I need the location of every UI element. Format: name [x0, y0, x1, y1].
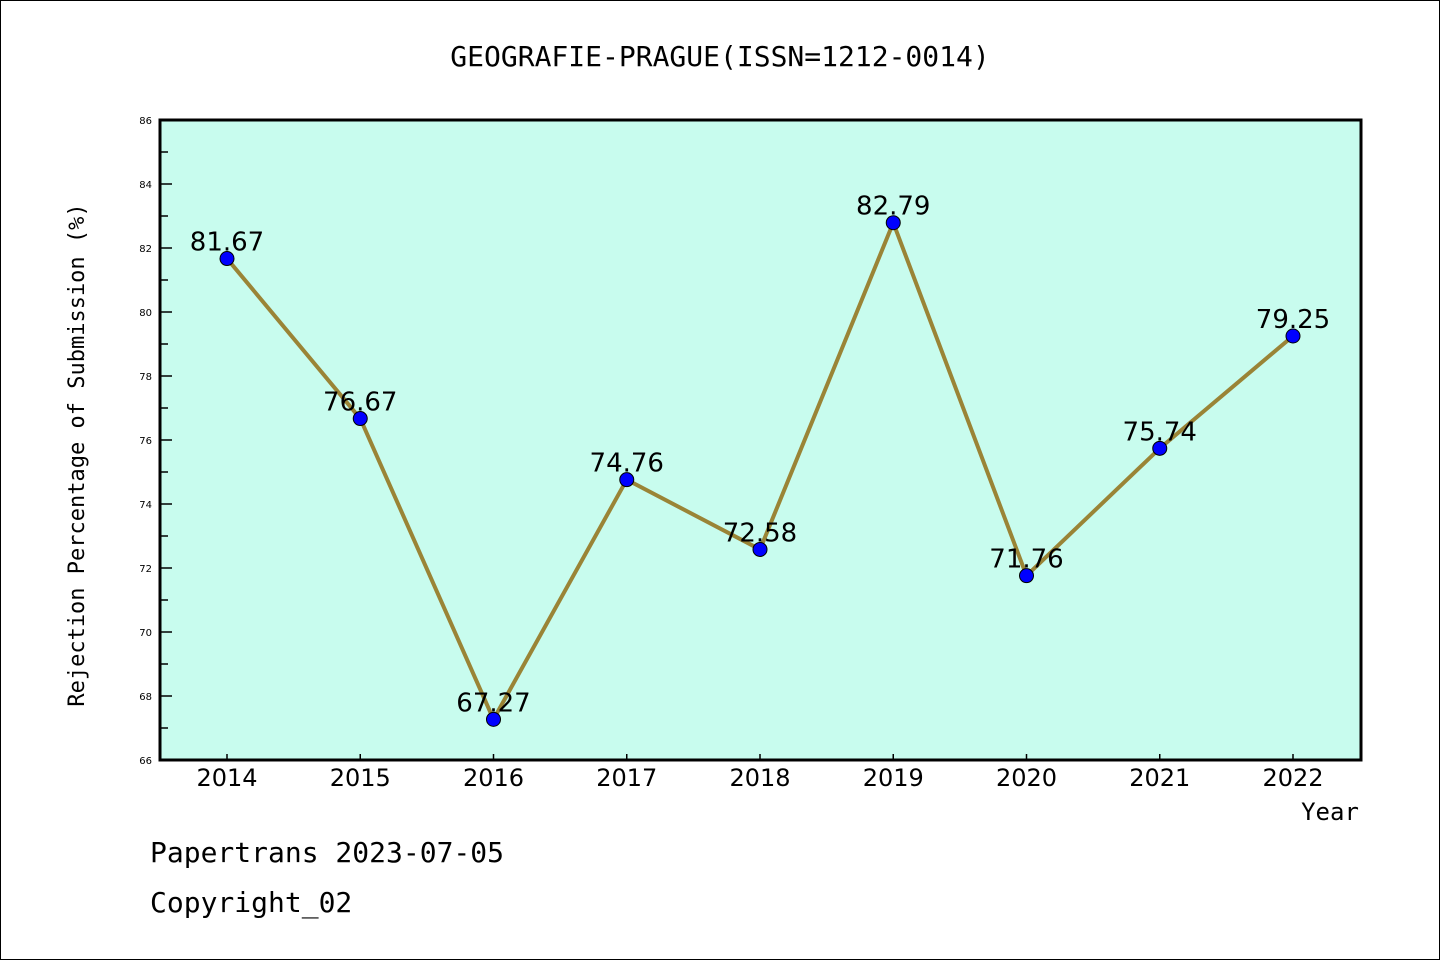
data-point	[352, 411, 368, 427]
x-tick-label: 2017	[596, 764, 657, 792]
y-tick-label: 80	[139, 308, 152, 319]
y-tick-label: 70	[139, 628, 152, 639]
data-label: 67.27	[456, 688, 530, 718]
data-point	[1285, 328, 1301, 344]
data-point	[1152, 440, 1168, 456]
y-tick-label: 84	[139, 180, 152, 191]
data-label: 82.79	[856, 192, 930, 222]
data-point	[752, 541, 768, 557]
data-point	[1019, 568, 1034, 584]
data-point	[486, 711, 501, 727]
x-tick-label: 2022	[1262, 764, 1323, 792]
y-tick-label: 68	[139, 692, 152, 703]
plot-area	[160, 120, 1361, 760]
data-label: 76.67	[323, 388, 397, 418]
x-tick-label: 2019	[863, 764, 924, 792]
y-tick-label: 74	[139, 500, 152, 511]
x-tick-label: 2021	[1129, 764, 1190, 792]
data-label: 75.74	[1123, 417, 1197, 447]
x-tick-label: 2015	[330, 764, 391, 792]
y-tick-label: 78	[139, 372, 152, 383]
x-tick-label: 2014	[196, 764, 257, 792]
x-tick-label: 2018	[729, 764, 790, 792]
data-label: 74.76	[590, 449, 664, 479]
y-tick-label: 76	[139, 436, 152, 447]
data-label: 79.25	[1256, 305, 1330, 335]
x-tick-label: 2016	[463, 764, 524, 792]
plot-border	[158, 118, 1363, 762]
x-axis-label: Year	[1301, 798, 1359, 826]
y-tick-label: 86	[139, 116, 152, 127]
x-tick-label: 2020	[996, 764, 1057, 792]
y-tick-label: 72	[139, 564, 152, 575]
data-point	[885, 215, 901, 231]
y-axis-label: Rejection Percentage of Submission (%)	[65, 203, 90, 706]
chart-title: GEOGRAFIE-PRAGUE(ISSN=1212-0014)	[450, 40, 989, 73]
y-tick-label: 82	[139, 244, 152, 255]
y-tick-label: 66	[139, 756, 152, 767]
data-point	[619, 472, 635, 488]
data-label: 71.76	[989, 545, 1063, 575]
footer-copyright: Copyright_02	[150, 886, 353, 919]
data-label: 81.67	[190, 228, 264, 258]
data-label: 72.58	[723, 518, 797, 548]
data-point	[219, 251, 235, 267]
footer-date: Papertrans 2023-07-05	[150, 836, 505, 869]
